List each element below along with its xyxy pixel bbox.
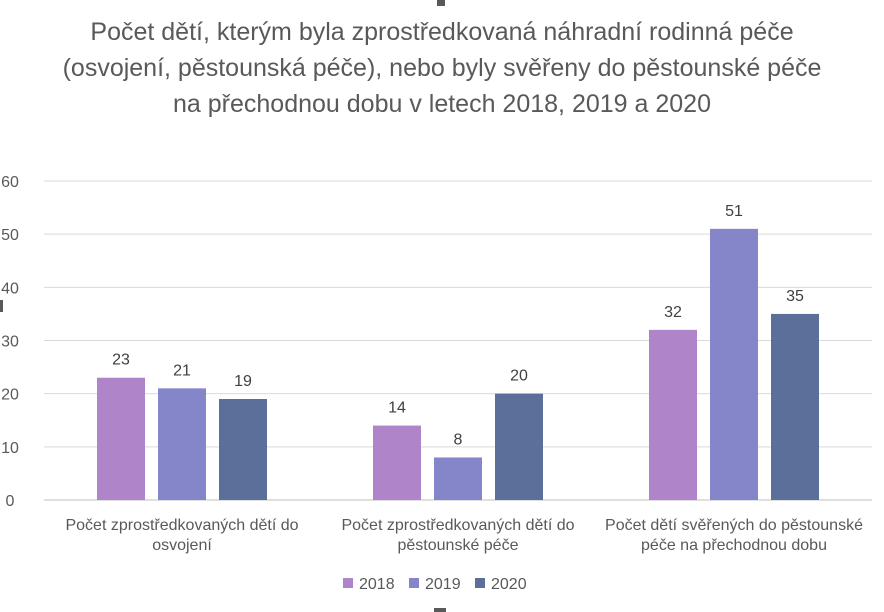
bottom-edge-mark <box>434 608 446 612</box>
y-tick-label: 30 <box>1 334 19 351</box>
legend-label-2020: 2020 <box>491 576 527 593</box>
x-category-label: osvojení <box>152 537 212 554</box>
y-tick-label: 50 <box>1 227 19 244</box>
legend-label-2018: 2018 <box>359 576 395 593</box>
x-category-label: Počet zprostředkovaných dětí do <box>341 517 574 534</box>
x-category-label: Počet dětí svěřených do pěstounské <box>605 517 863 534</box>
data-label: 35 <box>786 288 804 305</box>
data-label: 19 <box>234 373 252 390</box>
x-category-label: Počet zprostředkovaných dětí do <box>65 517 298 534</box>
bar-2018 <box>649 329 697 500</box>
y-tick-label: 0 <box>6 493 15 510</box>
bar-2020 <box>495 393 543 500</box>
chart-title: Počet dětí, kterým byla zprostředkovaná … <box>62 18 822 118</box>
data-label: 14 <box>388 400 406 417</box>
data-label: 8 <box>454 431 463 448</box>
x-category-label: pěstounské péče <box>398 537 519 554</box>
legend-label-2019: 2019 <box>425 576 461 593</box>
y-tick-label: 60 <box>1 174 19 191</box>
y-axis-ticks: 0 10 20 30 40 50 60 <box>1 174 19 510</box>
data-label: 32 <box>664 304 682 321</box>
bar-2018 <box>373 425 421 500</box>
bar-2020 <box>219 398 267 500</box>
legend-swatch-2020 <box>475 578 485 588</box>
bar-2018 <box>97 377 145 500</box>
top-edge-mark <box>437 0 445 6</box>
bar-2019 <box>434 457 482 500</box>
data-label: 21 <box>173 362 191 379</box>
data-label: 23 <box>112 352 130 369</box>
legend-swatch-2018 <box>343 578 353 588</box>
legend-swatch-2019 <box>409 578 419 588</box>
bar-2020 <box>771 313 819 500</box>
bars <box>97 228 819 500</box>
x-axis-labels: Počet zprostředkovaných dětí do osvojení P… <box>65 517 863 554</box>
x-category-label: péče na přechodnou dobu <box>641 537 827 554</box>
bar-2019 <box>158 388 206 500</box>
data-labels: 23 21 19 14 8 20 32 51 35 <box>112 203 804 449</box>
left-edge-mark <box>0 300 3 312</box>
bar-2019 <box>710 228 758 500</box>
data-label: 51 <box>725 203 743 220</box>
legend: 2018 2019 2020 <box>343 576 527 593</box>
y-tick-label: 40 <box>1 280 19 297</box>
data-label: 20 <box>510 368 528 385</box>
y-tick-label: 20 <box>1 387 19 404</box>
y-tick-label: 10 <box>1 440 19 457</box>
